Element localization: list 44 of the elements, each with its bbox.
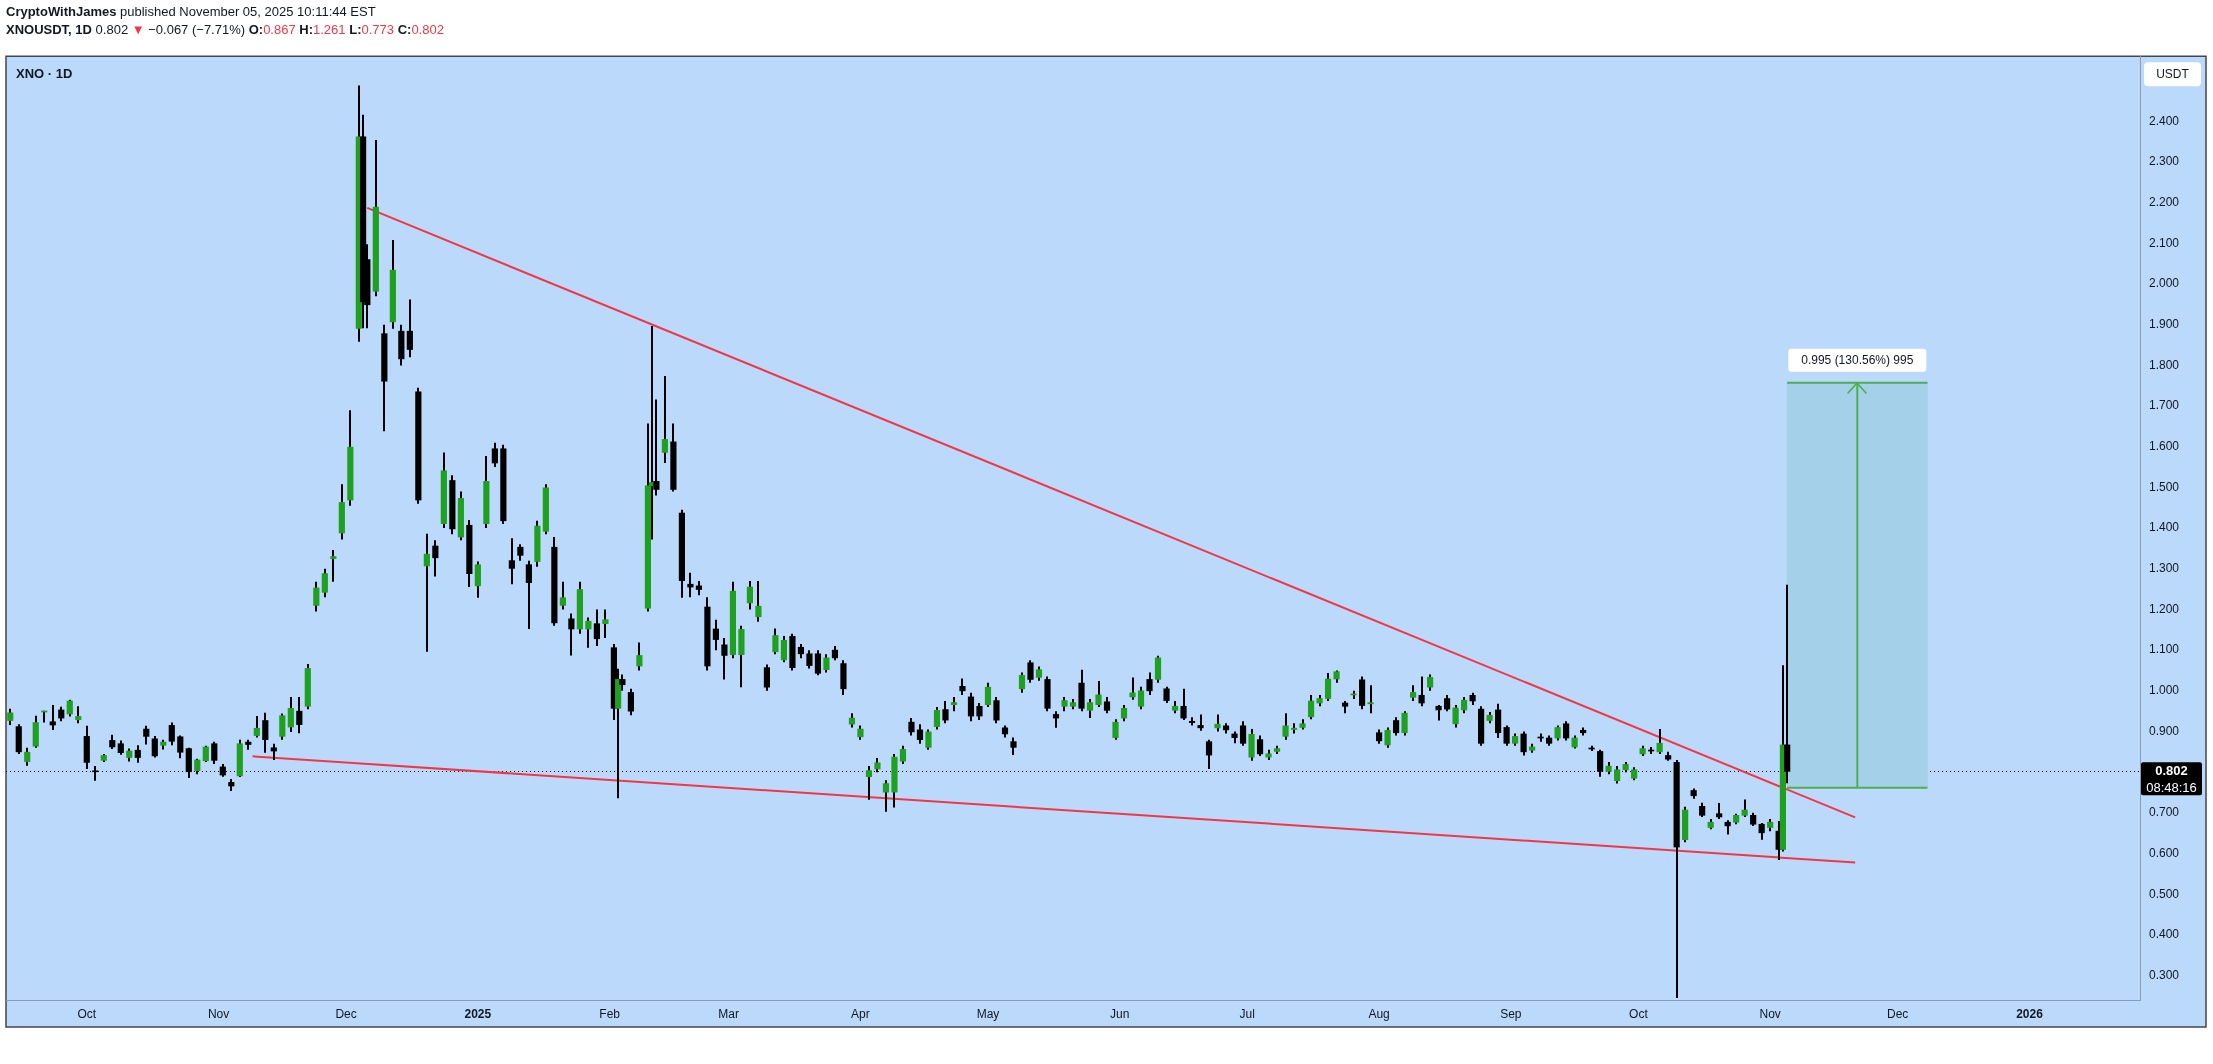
x-tick-label: Aug [1368,1006,1390,1021]
y-tick-label: 2.400 [2149,113,2180,128]
y-tick-label: 1.600 [2149,439,2180,454]
text: 08:48:16 [2146,779,2197,795]
x-tick-label: May [976,1006,1000,1021]
x-tick-label: Oct [1629,1006,1649,1021]
x-tick-label: Apr [851,1006,870,1021]
y-tick-label: 2.300 [2149,154,2180,169]
x-tick-label: Feb [599,1006,621,1021]
y-tick-label: 0.600 [2149,845,2180,860]
x-tick-label: Nov [207,1006,230,1021]
x-tick-label: Dec [1887,1006,1909,1021]
y-tick-label: 2.000 [2149,276,2180,291]
x-tick-label: Mar [718,1006,740,1021]
y-tick-label: 1.000 [2149,683,2180,698]
y-tick-label: 1.200 [2149,601,2180,616]
y-tick-label: 1.500 [2149,479,2180,494]
text: XNOUSDT, 1D 0.802 ▼ −0.067 (−7.71%) O:0.867 H:1.261 L:0.773 C:0.802 [6,22,444,37]
x-tick-label: 2025 [464,1006,492,1021]
y-tick-label: 0.500 [2149,886,2180,901]
x-tick-label: Jun [1110,1006,1130,1021]
y-tick-label: 1.100 [2149,642,2180,657]
y-tick-label: 1.800 [2149,357,2180,372]
x-tick-label: Nov [1759,1006,1781,1021]
y-tick-label: 0.900 [2149,723,2180,738]
y-tick-label: 2.200 [2149,194,2180,209]
y-tick-label: 0.700 [2149,805,2180,820]
y-tick-label: 2.100 [2149,235,2180,250]
annotation: XNO · 1D [16,65,73,81]
y-tick-label: 1.400 [2149,520,2180,535]
ref-line-label: 0.802 [2155,762,2188,778]
x-tick-label: Jul [1239,1006,1255,1021]
data-label: 0.995 (130.56%) 995 [1801,353,1914,368]
y-tick-label: 0.400 [2149,927,2180,942]
x-tick-label: Sep [1500,1006,1522,1021]
x-tick-label: 2026 [2016,1006,2044,1021]
y-tick-label: 1.900 [2149,317,2180,332]
y-axis-title: USDT [2156,67,2190,82]
y-tick-label: 1.300 [2149,561,2180,576]
chart-title: CryptoWithJames published November 05, 2025 10:11:44 EST [6,4,376,19]
y-tick-label: 1.700 [2149,398,2180,413]
x-tick-label: Oct [77,1006,97,1021]
y-tick-label: 0.300 [2149,967,2180,982]
x-tick-label: Dec [335,1006,357,1021]
